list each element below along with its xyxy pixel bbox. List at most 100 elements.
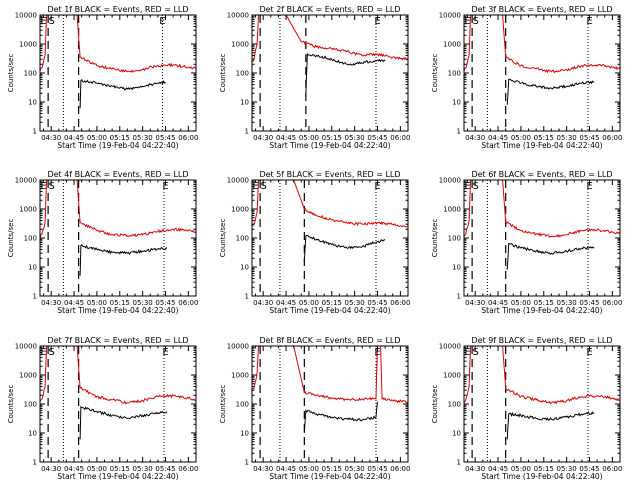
marker-e-left: E: [464, 16, 470, 27]
x-tick-label: 05:15: [322, 134, 342, 142]
y-tick-label: 10: [28, 264, 37, 272]
y-tick-label: 10: [452, 99, 461, 107]
panel-title: Det 6f BLACK = Events, RED = LLD: [471, 170, 612, 179]
x-tick-label: 06:00: [390, 465, 410, 473]
y-tick-label: 10: [28, 99, 37, 107]
x-tick-label: 05:15: [110, 134, 130, 142]
y-tick-label: 1000: [19, 41, 37, 49]
x-tick-label: 04:45: [64, 299, 84, 307]
x-axis-label: Start Time (19-Feb-04 04:22:40): [57, 472, 178, 480]
plot-frame: [251, 14, 409, 132]
x-tick-label: 05:30: [345, 134, 365, 142]
x-tick-label: 05:15: [110, 299, 130, 307]
lld-series-line: [252, 15, 408, 62]
marker-s: S: [260, 181, 266, 192]
panel-det-6f: Det 6f BLACK = Events, RED = LLD 1 10 100 10…: [431, 170, 622, 315]
x-tick-label: 06:00: [602, 299, 622, 307]
x-tick-label: 04:30: [465, 134, 485, 142]
x-tick-label: 06:00: [178, 465, 198, 473]
y-axis-label: Counts/sec: [7, 385, 15, 424]
marker-e-right: E: [374, 16, 380, 27]
marker-e-left: E: [464, 347, 470, 358]
x-tick-label: 05:15: [534, 465, 554, 473]
x-tick-label: 05:45: [579, 134, 599, 142]
y-axis-label: Counts/sec: [7, 54, 15, 93]
panel-det-1f: Det 1f BLACK = Events, RED = LLD 1 10 100 10…: [7, 5, 198, 150]
marker-e-right: E: [374, 347, 380, 358]
x-tick-label: 04:30: [41, 299, 61, 307]
panel-det-5f: Det 5f BLACK = Events, RED = LLD 1 10 100 10…: [219, 170, 410, 315]
y-tick-label: 1: [457, 293, 461, 301]
y-tick-label: 10: [28, 430, 37, 438]
panel-det-7f: Det 7f BLACK = Events, RED = LLD 1 10 100 10…: [7, 336, 198, 480]
y-axis-label: Counts/sec: [431, 385, 439, 424]
x-tick-label: 06:00: [602, 465, 622, 473]
x-tick-label: 04:30: [253, 299, 273, 307]
panel-det-3f: Det 3f BLACK = Events, RED = LLD 1 10 100 10…: [431, 5, 622, 150]
y-tick-label: 1000: [231, 206, 249, 214]
x-tick-label: 06:00: [178, 134, 198, 142]
y-tick-label: 10000: [15, 12, 37, 20]
x-tick-label: 05:45: [579, 299, 599, 307]
x-tick-label: 05:45: [155, 134, 175, 142]
x-tick-label: 05:45: [367, 465, 387, 473]
marker-e-right: E: [586, 347, 592, 358]
events-series-line: [303, 401, 378, 434]
x-axis-label: Start Time (19-Feb-04 04:22:40): [481, 472, 602, 480]
y-tick-label: 100: [236, 70, 249, 78]
marker-e-left: E: [464, 181, 470, 192]
plot-frame: [251, 345, 409, 463]
events-series-line: [79, 79, 166, 109]
y-tick-label: 10000: [227, 343, 249, 351]
x-tick-label: 04:45: [276, 465, 296, 473]
x-tick-label: 04:45: [64, 465, 84, 473]
x-tick-label: 04:30: [41, 134, 61, 142]
y-tick-label: 1000: [443, 372, 461, 380]
y-axis-label: Counts/sec: [431, 219, 439, 258]
lld-series-line: [40, 15, 196, 74]
panel-title: Det 4f BLACK = Events, RED = LLD: [47, 170, 188, 179]
panel-title: Det 7f BLACK = Events, RED = LLD: [47, 336, 188, 345]
lld-series-line: [40, 346, 196, 405]
x-tick-label: 06:00: [602, 134, 622, 142]
y-tick-label: 10: [452, 264, 461, 272]
lld-series-line: [40, 180, 196, 239]
y-tick-label: 1: [245, 128, 249, 136]
marker-s: S: [472, 347, 478, 358]
marker-e-left: E: [40, 16, 46, 27]
x-tick-label: 04:30: [465, 299, 485, 307]
y-tick-label: 1: [245, 293, 249, 301]
events-series-line: [506, 242, 595, 270]
marker-e-left: E: [40, 181, 46, 192]
x-tick-label: 05:30: [557, 134, 577, 142]
events-series-line: [79, 405, 168, 440]
x-tick-label: 04:45: [64, 134, 84, 142]
marker-s: S: [48, 181, 54, 192]
panel-title: Det 2f BLACK = Events, RED = LLD: [259, 5, 400, 14]
x-axis-label: Start Time (19-Feb-04 04:22:40): [269, 306, 390, 315]
marker-e-right: E: [162, 347, 168, 358]
y-tick-label: 10000: [439, 343, 461, 351]
x-axis-label: Start Time (19-Feb-04 04:22:40): [269, 472, 390, 480]
x-tick-label: 05:30: [557, 299, 577, 307]
y-tick-label: 100: [24, 235, 37, 243]
x-axis-label: Start Time (19-Feb-04 04:22:40): [481, 141, 602, 150]
y-tick-label: 10: [452, 430, 461, 438]
x-tick-label: 05:30: [345, 465, 365, 473]
y-tick-label: 1: [245, 459, 249, 467]
events-series-line: [305, 52, 386, 94]
marker-s: S: [472, 181, 478, 192]
x-tick-label: 05:45: [367, 134, 387, 142]
y-tick-label: 1000: [443, 206, 461, 214]
x-tick-label: 05:00: [87, 299, 107, 307]
y-tick-label: 1: [457, 128, 461, 136]
panel-det-4f: Det 4f BLACK = Events, RED = LLD 1 10 100 10…: [7, 170, 198, 315]
y-tick-label: 1000: [443, 41, 461, 49]
panel-title: Det 8f BLACK = Events, RED = LLD: [259, 336, 400, 345]
panel-det-2f: Det 2f BLACK = Events, RED = LLD 1 10 100 10…: [219, 5, 410, 150]
panel-title: Det 1f BLACK = Events, RED = LLD: [47, 5, 188, 14]
panel-title: Det 3f BLACK = Events, RED = LLD: [471, 5, 612, 14]
lld-series-line: [464, 180, 620, 239]
y-tick-label: 10: [240, 430, 249, 438]
events-series-line: [79, 244, 168, 276]
